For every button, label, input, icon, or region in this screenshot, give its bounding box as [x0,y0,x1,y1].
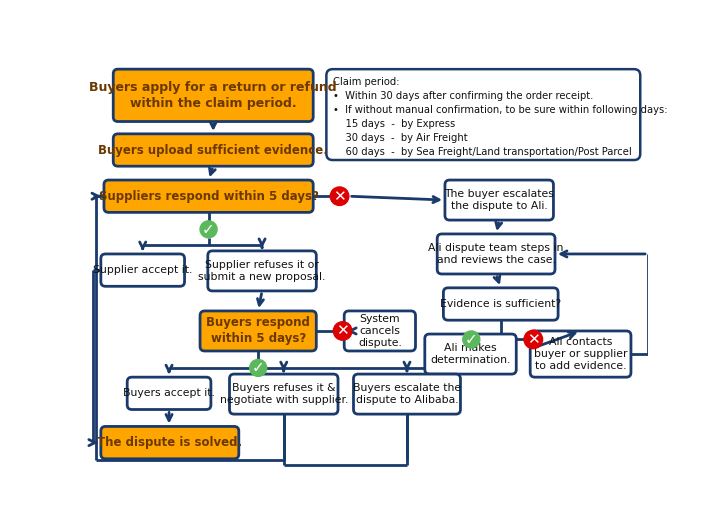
Text: Buyers apply for a return or refund
within the claim period.: Buyers apply for a return or refund with… [89,81,337,110]
Text: ✕: ✕ [333,188,346,204]
Text: ✕: ✕ [527,332,540,347]
FancyBboxPatch shape [101,254,184,286]
FancyBboxPatch shape [127,377,211,410]
Text: System
cancels
dispute.: System cancels dispute. [358,313,402,349]
FancyBboxPatch shape [101,426,239,459]
FancyBboxPatch shape [208,251,316,291]
FancyBboxPatch shape [230,374,338,414]
Text: Buyers respond
within 5 days?: Buyers respond within 5 days? [206,317,310,345]
FancyBboxPatch shape [444,288,558,320]
FancyBboxPatch shape [425,334,516,374]
FancyBboxPatch shape [354,374,461,414]
Text: Ali dispute team steps in
and reviews the case.: Ali dispute team steps in and reviews th… [428,243,564,265]
FancyBboxPatch shape [437,234,555,274]
FancyBboxPatch shape [530,331,631,377]
Text: Claim period:
•  Within 30 days after confirming the order receipt.
•  If withou: Claim period: • Within 30 days after con… [333,77,667,157]
FancyBboxPatch shape [344,311,415,351]
FancyBboxPatch shape [104,180,313,213]
Circle shape [200,221,217,238]
FancyBboxPatch shape [113,134,313,166]
Text: Supplier accept it.: Supplier accept it. [93,265,192,275]
Text: Buyers accept it.: Buyers accept it. [123,388,215,398]
FancyBboxPatch shape [200,311,316,351]
FancyBboxPatch shape [113,69,313,121]
Circle shape [333,322,352,340]
Text: Supplier refuses it or
submit a new proposal.: Supplier refuses it or submit a new prop… [199,260,325,282]
Text: Buyers refuses it &
negotiate with supplier.: Buyers refuses it & negotiate with suppl… [220,383,348,405]
Circle shape [330,187,349,205]
Text: The buyer escalates
the dispute to Ali.: The buyer escalates the dispute to Ali. [444,189,554,211]
FancyBboxPatch shape [326,69,640,160]
Text: Evidence is sufficient?: Evidence is sufficient? [440,299,562,309]
Circle shape [250,360,266,376]
Text: Suppliers respond within 5 days?: Suppliers respond within 5 days? [99,190,318,203]
Text: ✕: ✕ [336,323,349,339]
Text: Ali contacts
buyer or supplier
to add evidence.: Ali contacts buyer or supplier to add ev… [534,337,627,372]
Text: ✓: ✓ [202,222,215,237]
Text: ✓: ✓ [252,361,264,375]
Text: Buyers escalate the
dispute to Alibaba.: Buyers escalate the dispute to Alibaba. [353,383,461,405]
FancyBboxPatch shape [445,180,554,220]
Circle shape [524,330,543,349]
Text: Buyers upload sufficient evidence.: Buyers upload sufficient evidence. [99,143,328,156]
Text: Ali makes
determination.: Ali makes determination. [431,343,510,365]
Circle shape [463,331,480,348]
Text: The dispute is solved.: The dispute is solved. [97,436,243,449]
Text: ✓: ✓ [465,332,477,347]
